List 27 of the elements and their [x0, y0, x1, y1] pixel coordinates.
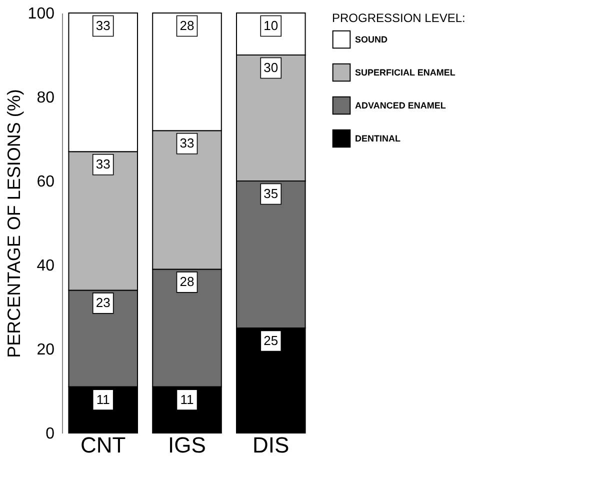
y-tick-label: 100 [28, 6, 55, 22]
data-label: 25 [264, 333, 278, 348]
legend-label: SUPERFICIAL ENAMEL [355, 68, 456, 78]
y-tick-label: 0 [46, 426, 55, 442]
data-label: 33 [96, 156, 110, 172]
data-label: 10 [264, 18, 278, 33]
y-tick-label: 60 [36, 174, 55, 190]
y-axis-title: PERCENTAGE OF LESIONS (%) [4, 89, 24, 358]
y-tick-label: 40 [36, 258, 55, 274]
y-tick-label: 20 [36, 342, 55, 358]
x-tick-label: CNT [80, 432, 126, 458]
data-label: 30 [264, 60, 278, 75]
x-tick-label: IGS [168, 432, 206, 458]
data-label: 28 [180, 18, 194, 33]
legend-label: SOUND [355, 34, 388, 44]
data-label: 28 [180, 274, 194, 290]
data-label: 11 [96, 392, 110, 407]
legend-label: DENTINAL [355, 134, 401, 144]
legend-label: ADVANCED ENAMEL [355, 100, 446, 110]
data-label: 23 [96, 295, 110, 310]
data-label: 33 [96, 18, 110, 33]
data-label: 35 [264, 186, 278, 201]
data-label: 33 [180, 136, 194, 151]
data-label: 11 [180, 392, 194, 407]
y-tick-label: 80 [36, 90, 55, 106]
x-tick-label: DIS [252, 432, 290, 458]
legend-title: PROGRESSION LEVEL: [332, 11, 466, 25]
